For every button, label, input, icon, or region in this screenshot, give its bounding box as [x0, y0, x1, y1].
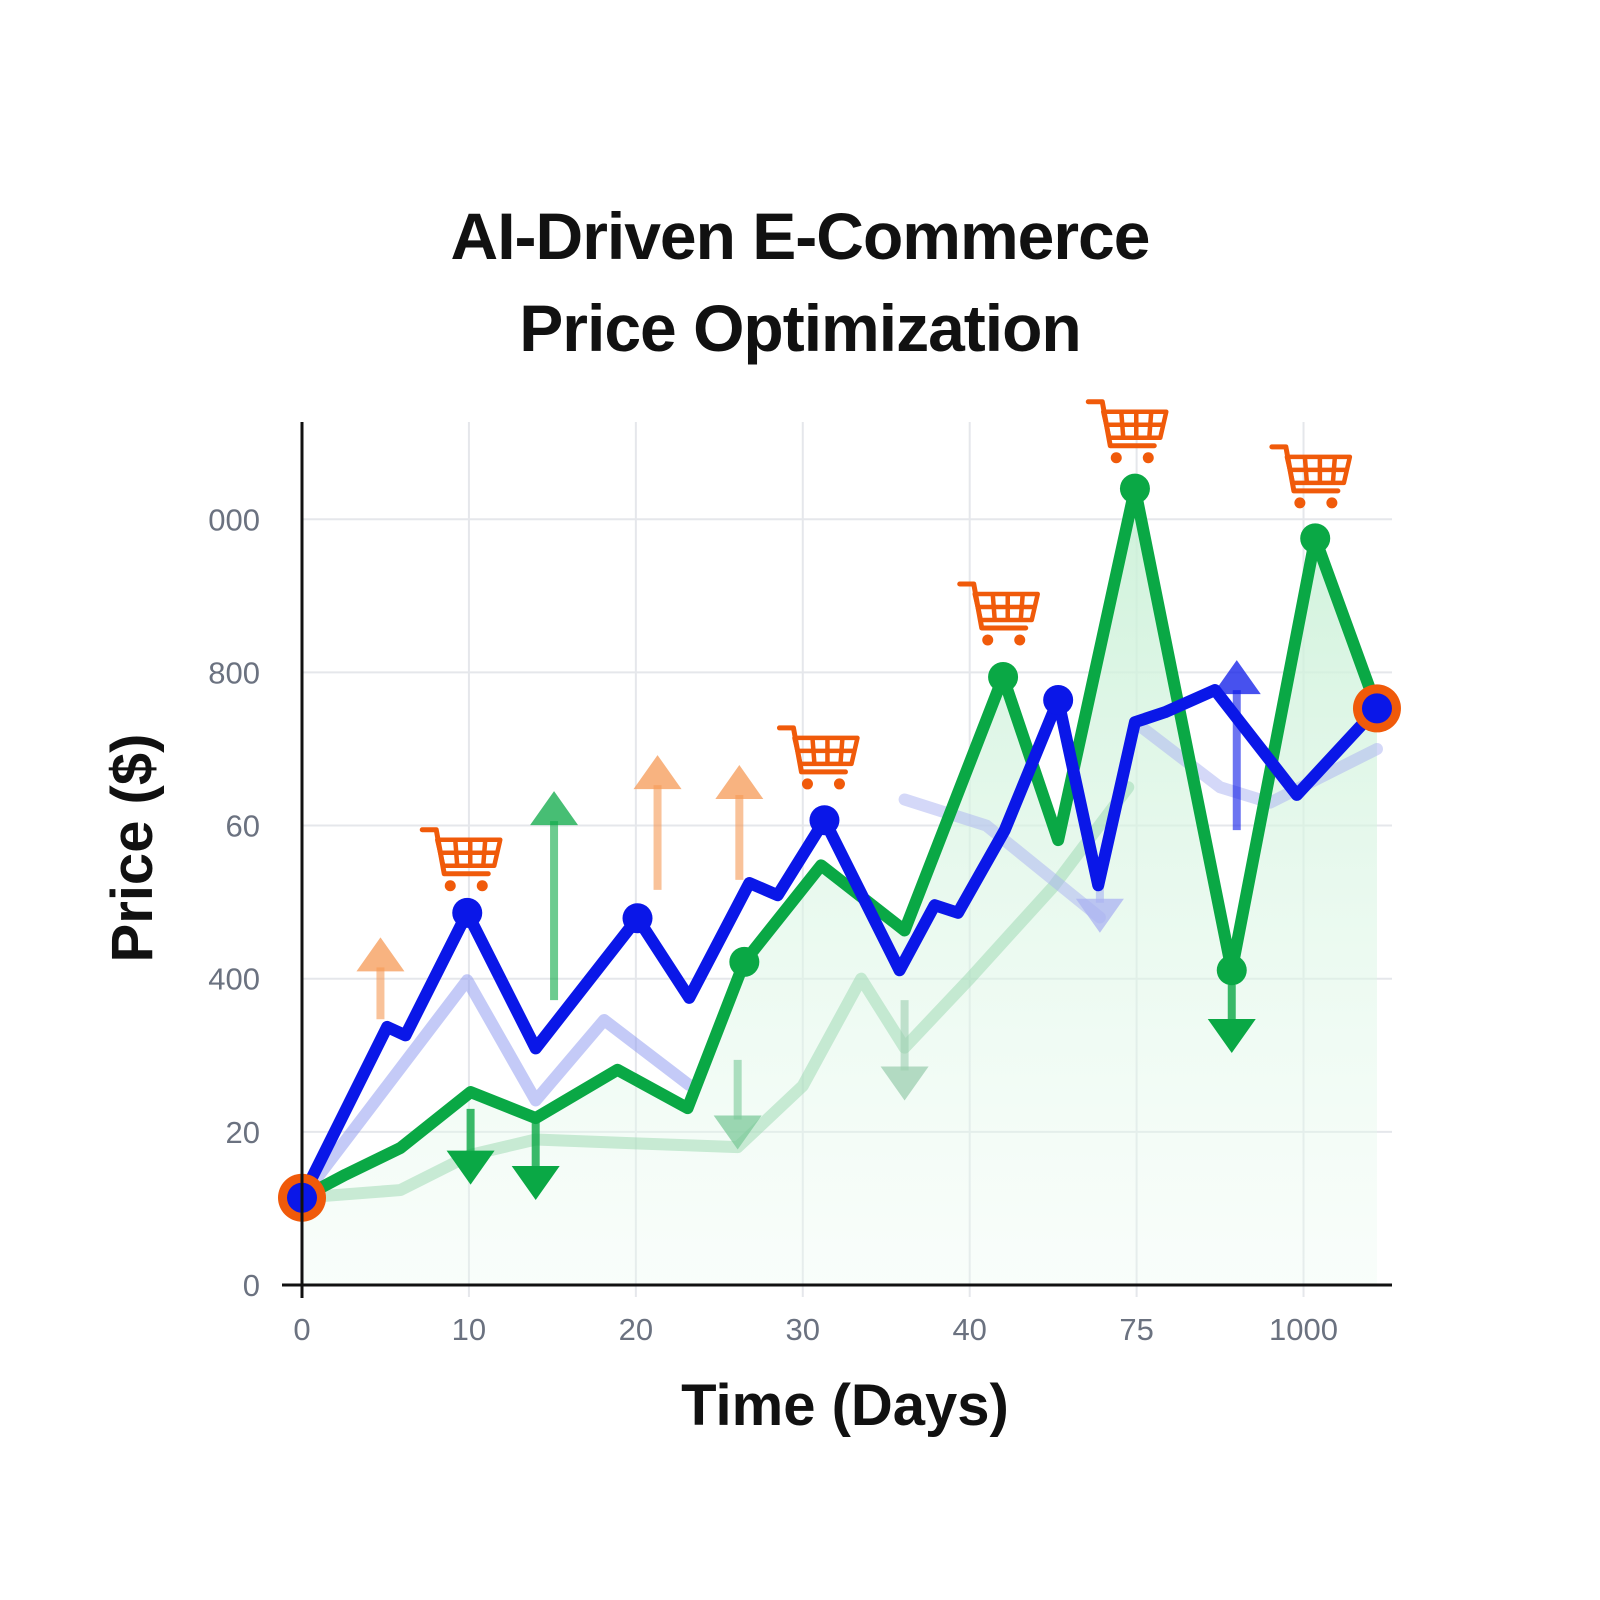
cart-basket [792, 735, 860, 767]
arrow-up-icon [356, 937, 405, 972]
shopping-cart-icon [1085, 399, 1169, 464]
x-tick-label: 1000 [1269, 1312, 1338, 1347]
shadow-trend-line [296, 974, 696, 1204]
y-tick-label: 0 [243, 1268, 260, 1303]
x-tick-label: 40 [952, 1312, 986, 1347]
shadow-trend-line [1128, 716, 1383, 809]
x-axis-label: Time (Days) [681, 1373, 1009, 1438]
cart-wheel [1326, 497, 1338, 509]
y-axis-label: Price ($) [100, 734, 165, 963]
cart-wheel [444, 880, 456, 892]
arrow-down-icon [1075, 898, 1124, 933]
axes [282, 422, 1392, 1298]
x-tick-labels: 0 10 20 30 40 75 1000 [293, 1312, 1338, 1347]
cart-wheel [1014, 634, 1026, 646]
series-lines [296, 482, 1383, 1204]
arrow-up-icon [715, 765, 764, 800]
data-point-marker [1300, 523, 1331, 554]
x-tick-label: 10 [452, 1312, 486, 1347]
arrow-up-icon [633, 755, 682, 790]
series-line [296, 684, 1383, 1204]
shadow-trend-line [898, 793, 1106, 924]
cart-wheel [982, 634, 994, 646]
cart-icons [419, 399, 1353, 892]
shopping-cart-icon [1269, 444, 1353, 509]
x-tick-label: 0 [293, 1312, 310, 1347]
arrow-down-icon [880, 1066, 929, 1101]
arrow-down-icon [446, 1150, 495, 1185]
shopping-cart-icon [957, 581, 1040, 646]
arrow-down-icon [713, 1115, 762, 1150]
cart-basket [972, 591, 1040, 623]
y-tick-labels: 0 20 400 60 800 000 [208, 502, 260, 1303]
cart-basket [1101, 409, 1169, 440]
data-point-marker [1216, 955, 1247, 986]
data-point-marker [729, 946, 760, 977]
shopping-cart-icon [419, 827, 503, 892]
chart-title-line-1: AI-Driven E-Commerce [450, 199, 1151, 273]
data-point-marker [622, 903, 653, 934]
chart-title: AI-Driven E-Commerce Price Optimization [0, 190, 1600, 374]
data-point-marker [1043, 684, 1074, 715]
cart-wheel [1294, 497, 1306, 509]
endpoint-marker [1361, 693, 1392, 724]
data-point-marker [1119, 473, 1150, 504]
arrow-down-icon [1207, 1018, 1256, 1053]
y-tick-label: 60 [226, 809, 260, 844]
y-tick-label: 000 [208, 502, 260, 537]
data-point-marker [452, 897, 483, 928]
cart-wheel [1142, 452, 1154, 464]
cart-wheel [476, 880, 488, 892]
arrow-up-icon [530, 791, 579, 826]
series-line [296, 482, 1383, 1204]
chart-title-line-2: Price Optimization [519, 291, 1081, 365]
data-point-marker [809, 805, 840, 836]
x-tick-label: 30 [786, 1312, 820, 1347]
arrow-down-icon [511, 1166, 560, 1201]
cart-wheel [801, 778, 813, 790]
cart-basket [1284, 454, 1353, 486]
x-tick-label: 20 [619, 1312, 653, 1347]
data-point-marker [988, 661, 1019, 692]
cart-basket [434, 837, 503, 869]
y-tick-label: 800 [208, 655, 260, 690]
arrow-up-icon [1212, 660, 1261, 695]
y-tick-label: 400 [208, 962, 260, 997]
series-markers [278, 473, 1401, 1222]
cart-wheel [1110, 452, 1122, 464]
cart-wheel [833, 778, 845, 790]
y-tick-label: 20 [226, 1115, 260, 1150]
x-tick-label: 75 [1119, 1312, 1153, 1347]
shopping-cart-icon [776, 725, 860, 790]
price-arrows [356, 660, 1261, 1201]
